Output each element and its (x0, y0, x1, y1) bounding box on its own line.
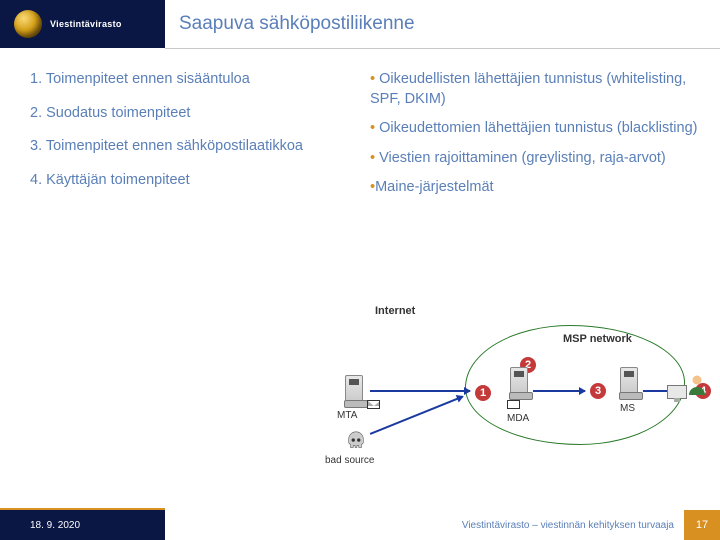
network-diagram: Internet MSP network MTA bad source 1 2 … (315, 305, 715, 465)
header-divider (165, 48, 720, 49)
envelope-icon (367, 400, 380, 409)
slide-header: Viestintävirasto Saapuva sähköpostiliike… (0, 0, 720, 48)
right-column: • Oikeudellisten lähettäjien tunnistus (… (370, 70, 700, 208)
stage-badge-1: 1 (475, 385, 491, 401)
bullet-item: • Oikeudettomien lähettäjien tunnistus (… (370, 119, 700, 139)
brand-name: Viestintävirasto (50, 19, 122, 29)
envelope-icon (507, 400, 520, 409)
slide-title: Saapuva sähköpostiliikenne (179, 13, 415, 35)
arrow-icon (370, 390, 470, 392)
internet-label: Internet (375, 305, 415, 317)
list-item: 3. Toimenpiteet ennen sähköpostilaatikko… (30, 137, 360, 157)
mta-label: MTA (337, 410, 357, 421)
msp-label: MSP network (563, 333, 632, 345)
mda-server-icon (510, 367, 528, 397)
mda-label: MDA (507, 413, 529, 424)
list-item: 1. Toimenpiteet ennen sisääntuloa (30, 70, 360, 90)
monitor-icon (667, 385, 687, 399)
stage-badge-3: 3 (590, 383, 606, 399)
user-icon (685, 373, 709, 397)
bullet-item: •Maine-järjestelmät (370, 178, 700, 198)
skull-icon (345, 430, 367, 452)
bullet-item: • Oikeudellisten lähettäjien tunnistus (… (370, 70, 700, 109)
content-area: 1. Toimenpiteet ennen sisääntuloa 2. Suo… (30, 70, 700, 208)
mta-server-icon (345, 375, 363, 405)
arrow-icon (533, 390, 585, 392)
ms-server-icon (620, 367, 638, 397)
brand-block: Viestintävirasto (0, 0, 165, 48)
list-item: 4. Käyttäjän toimenpiteet (30, 171, 360, 191)
ms-label: MS (620, 403, 635, 414)
bad-source-label: bad source (325, 455, 374, 466)
arrow-icon (370, 396, 463, 435)
footer-date: 18. 9. 2020 (0, 510, 165, 540)
bullet-item: • Viestien rajoittaminen (greylisting, r… (370, 149, 700, 169)
globe-icon (14, 10, 42, 38)
list-item: 2. Suodatus toimenpiteet (30, 104, 360, 124)
slide-footer: 18. 9. 2020 Viestintävirasto – viestinnä… (0, 510, 720, 540)
left-column: 1. Toimenpiteet ennen sisääntuloa 2. Suo… (30, 70, 360, 208)
page-number: 17 (684, 510, 720, 540)
footer-tagline: Viestintävirasto – viestinnän kehityksen… (165, 510, 684, 540)
